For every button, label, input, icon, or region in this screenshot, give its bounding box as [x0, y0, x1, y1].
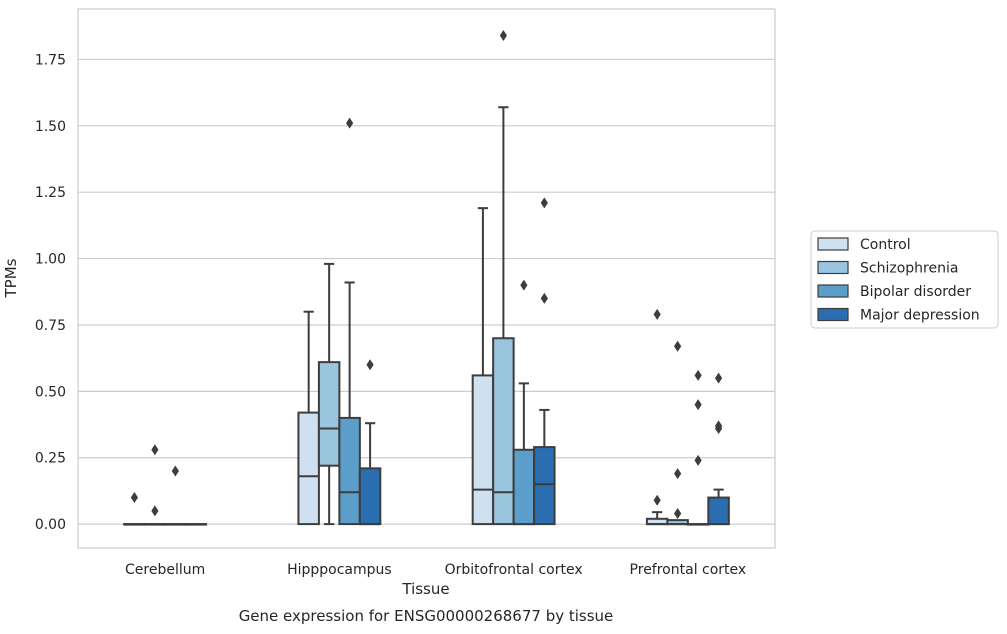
- box-element: [358, 359, 382, 526]
- grid-lines: [78, 58, 775, 525]
- box-series-layer: [123, 30, 730, 526]
- outlier-point: [540, 197, 548, 209]
- box-element: [184, 523, 208, 526]
- x-tick-label: Hipppocampus: [287, 562, 392, 578]
- outlier-point: [653, 494, 661, 506]
- outlier-point: [714, 372, 723, 384]
- box-body: [471, 374, 495, 526]
- series-group: [184, 197, 730, 526]
- box-body: [707, 496, 730, 526]
- outlier-point: [674, 507, 682, 519]
- legend-label: Schizophrenia: [860, 261, 958, 277]
- y-axis-title: TPMs: [2, 258, 20, 298]
- x-axis-title: Tissue: [401, 580, 449, 598]
- outlier-point: [171, 465, 179, 477]
- box-element: [686, 369, 710, 526]
- outlier-point: [520, 279, 528, 291]
- box-element: [666, 340, 689, 526]
- y-axis-ticks: 0.00 0.25 0.50 0.75 1.00 1.25 1.50 1.75: [35, 52, 66, 533]
- outlier-point: [540, 292, 548, 304]
- box-element: [707, 372, 730, 526]
- outlier-point: [151, 505, 159, 517]
- y-tick-label: 0.75: [35, 318, 66, 334]
- series-group: [143, 30, 689, 526]
- outlier-point: [674, 340, 682, 352]
- outlier-point: [346, 117, 354, 129]
- box-body: [533, 446, 556, 526]
- legend-swatch: [817, 284, 849, 298]
- outlier-point: [653, 308, 661, 320]
- box-body: [512, 448, 536, 526]
- series-group: [123, 207, 669, 526]
- outlier-point: [130, 492, 139, 504]
- legend-swatch: [817, 260, 849, 275]
- y-tick-label: 1.00: [35, 252, 66, 268]
- outlier-point: [694, 399, 702, 411]
- legend-swatch: [817, 237, 849, 251]
- x-tick-label: Orbitofrontal cortex: [445, 562, 583, 578]
- legend-frame: [810, 230, 999, 329]
- legend-item: Major depression: [817, 307, 980, 324]
- chart-caption: Gene expression for ENSG00000268677 by t…: [239, 607, 614, 625]
- box-body: [338, 416, 361, 526]
- y-tick-label: 1.50: [35, 119, 66, 135]
- x-axis-ticks: Cerebellum Hipppocampus Orbitofrontal cort…: [125, 562, 746, 578]
- outlier-point: [694, 369, 702, 381]
- legend-label: Control: [860, 237, 911, 253]
- box-element: [512, 279, 536, 526]
- plot-area: [77, 8, 776, 549]
- legend-item: Control: [817, 237, 911, 253]
- box-element: [533, 197, 556, 526]
- y-tick-label: 0.25: [35, 451, 66, 467]
- box-element: [317, 262, 341, 526]
- box-element: [297, 310, 320, 526]
- legend-label: Bipolar disorder: [860, 284, 971, 300]
- legend: Control Schizophrenia Bipolar disorder Majo…: [810, 230, 999, 329]
- x-tick-label: Cerebellum: [125, 562, 205, 578]
- box-element: [143, 444, 167, 526]
- y-tick-label: 0.00: [35, 517, 66, 533]
- x-tick-label: Prefrontal cortex: [630, 562, 747, 578]
- outlier-point: [151, 444, 159, 456]
- box-body: [297, 411, 320, 526]
- y-tick-label: 1.25: [35, 185, 66, 201]
- box-body: [492, 337, 515, 526]
- outlier-point: [499, 30, 507, 42]
- box-body: [358, 467, 382, 526]
- outlier-point: [714, 420, 723, 432]
- y-tick-label: 1.75: [35, 52, 66, 68]
- legend-item: Bipolar disorder: [817, 284, 971, 300]
- outlier-point: [366, 359, 374, 371]
- y-tick-label: 0.50: [35, 384, 66, 400]
- box-element: [471, 207, 495, 526]
- legend-swatch: [817, 307, 849, 322]
- outlier-point: [694, 454, 702, 466]
- box-body: [317, 361, 341, 467]
- legend-label: Major depression: [860, 308, 980, 324]
- outlier-point: [674, 468, 682, 480]
- plot-frame: [77, 8, 776, 549]
- box-element: [492, 30, 515, 526]
- legend-item: Schizophrenia: [817, 260, 958, 277]
